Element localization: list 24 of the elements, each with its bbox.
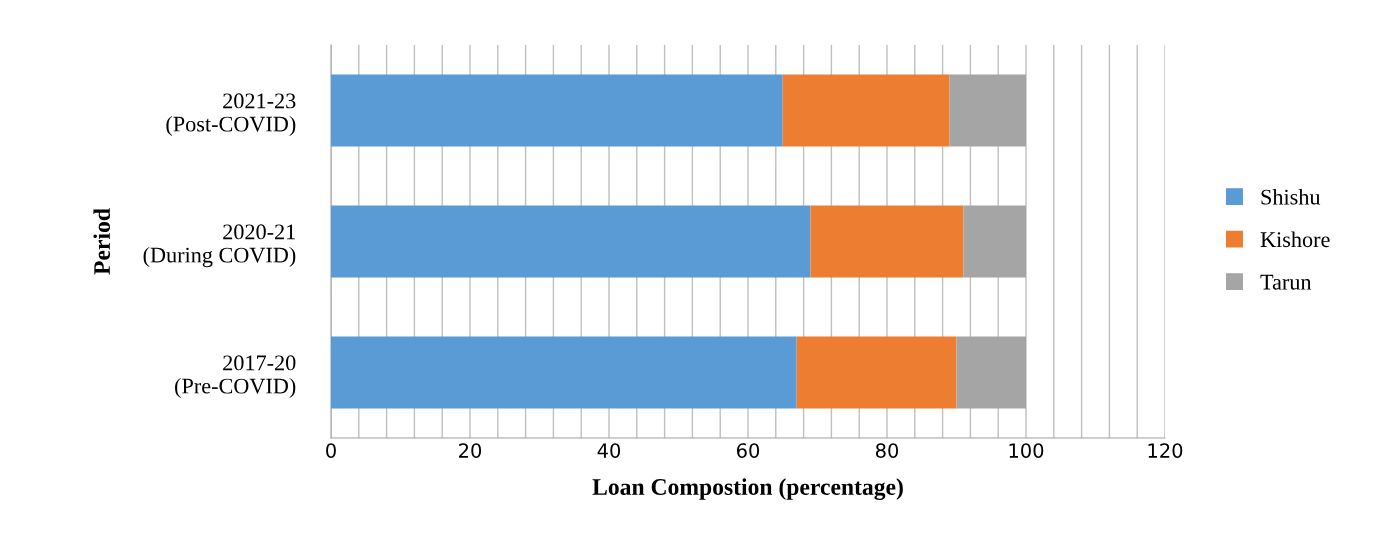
legend-label: Shishu [1261, 188, 1321, 205]
x-tick-label: 120 [1148, 443, 1183, 458]
y-axis-title: Period [93, 208, 111, 275]
bar [796, 336, 957, 409]
bar [331, 336, 797, 409]
bar [331, 205, 811, 278]
y-tick-label: 2021-23 (Post-COVID) [166, 93, 296, 137]
bar [810, 205, 964, 278]
y-tick-label: 2017-20 (Pre-COVID) [175, 355, 296, 399]
y-tick-label: 2020-21 (During COVID) [143, 224, 296, 268]
x-tick-label: 80 [875, 443, 899, 458]
x-tick-label: 100 [1009, 443, 1044, 458]
legend-label: Tarun [1260, 274, 1312, 290]
x-tick-label: 20 [459, 443, 482, 458]
bar [331, 74, 783, 147]
x-axis-title: Loan Compostion (percentage) [592, 478, 903, 500]
x-tick-label: 60 [736, 443, 760, 458]
bar [949, 74, 1026, 147]
bar [782, 74, 950, 147]
legend-label: Kishore [1260, 231, 1330, 248]
x-tick-label: 40 [597, 443, 621, 458]
bar [963, 205, 1026, 278]
x-tick-label: 0 [326, 443, 336, 458]
bar [956, 336, 1026, 409]
